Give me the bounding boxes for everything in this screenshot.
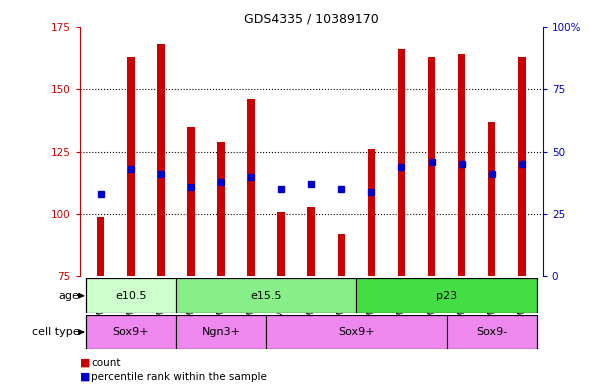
Bar — [86, 278, 176, 313]
Bar — [247, 99, 255, 276]
Bar — [86, 315, 176, 349]
Bar — [187, 127, 195, 276]
Bar — [518, 57, 526, 276]
Bar — [447, 315, 537, 349]
Bar — [157, 44, 165, 276]
Text: cell type: cell type — [32, 327, 80, 337]
Bar — [176, 315, 266, 349]
Bar — [356, 278, 537, 313]
Bar — [176, 278, 356, 313]
Bar — [337, 234, 345, 276]
Bar — [428, 57, 435, 276]
Text: Sox9+: Sox9+ — [113, 327, 149, 337]
Bar — [127, 57, 135, 276]
Bar — [488, 122, 496, 276]
Bar — [307, 207, 315, 276]
Text: count: count — [91, 358, 121, 368]
Text: age: age — [59, 291, 80, 301]
Title: GDS4335 / 10389170: GDS4335 / 10389170 — [244, 13, 379, 26]
Text: e15.5: e15.5 — [250, 291, 282, 301]
Text: Sox9+: Sox9+ — [338, 327, 375, 337]
Text: Ngn3+: Ngn3+ — [202, 327, 241, 337]
Text: ■: ■ — [80, 372, 90, 382]
Text: percentile rank within the sample: percentile rank within the sample — [91, 372, 267, 382]
Text: e10.5: e10.5 — [115, 291, 146, 301]
Bar — [398, 50, 405, 276]
Text: p23: p23 — [436, 291, 457, 301]
Bar — [458, 55, 466, 276]
Bar — [277, 212, 285, 276]
Bar — [368, 149, 375, 276]
Bar — [266, 315, 447, 349]
Bar — [97, 217, 104, 276]
Text: ■: ■ — [80, 358, 90, 368]
Bar — [217, 142, 225, 276]
Text: Sox9-: Sox9- — [476, 327, 507, 337]
